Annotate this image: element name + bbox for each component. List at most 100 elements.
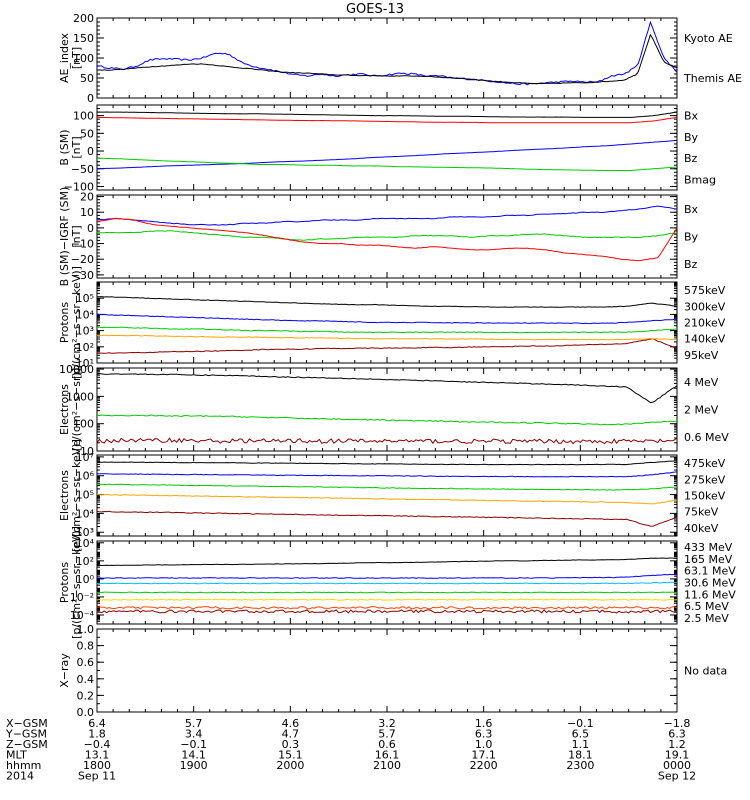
legend-entry: Bz [684, 152, 698, 165]
ephemeris-value: 2300 [566, 759, 594, 772]
ephemeris-row-label: MLT [6, 749, 27, 762]
y-axis-label: Electrons [58, 470, 71, 521]
series-line-150keV [96, 483, 678, 491]
y-tick-label: 0 [87, 222, 94, 235]
y-tick-label: 0.2 [77, 689, 95, 702]
y-tick-label: 10⁵ [76, 292, 94, 305]
y-axis-label: B (SM)−IGRF (SM) [58, 187, 71, 287]
series-line-Bmag [97, 111, 678, 118]
series-line-275keV [96, 493, 678, 505]
series-line-Bz [96, 116, 678, 124]
ephemeris-value: 1.1 [572, 738, 590, 751]
series-line-Bx [96, 205, 678, 226]
y-tick-label: 10³ [76, 325, 94, 338]
ephemeris-value: 1.6 [475, 717, 493, 730]
series-line-75keV [96, 471, 678, 478]
legend-entry: Bx [684, 110, 699, 123]
series-line-2-MeV [96, 414, 678, 426]
legend-entry: By [684, 231, 699, 244]
series-line-433-MeV [97, 609, 678, 614]
ephemeris-value: 2000 [276, 759, 304, 772]
y-axis-unit: [nT] [70, 225, 83, 247]
no-data-note: No data [684, 665, 727, 678]
y-tick-label: −20 [71, 253, 94, 266]
legend-entry: 210keV [684, 317, 726, 330]
legend-entry: Kyoto AE [684, 32, 733, 45]
y-tick-label: 0.4 [77, 673, 95, 686]
panel-protons_mev: 10⁻⁴ 10⁻² 10⁰ 10² 10⁴ Protons [p/(cm²−s−sr−keV… [58, 526, 736, 639]
legend-entry: 165 MeV [684, 553, 733, 566]
y-tick-label: 0 [87, 145, 94, 158]
series-line-By [97, 157, 678, 172]
y-tick-label: 1.0 [77, 623, 95, 636]
y-tick-label: 10² [76, 341, 94, 354]
y-axis-unit: [e/(cm²−s−sr−keV)] [70, 439, 83, 552]
ephemeris-value: 13.1 [85, 749, 110, 762]
legend-entry: 30.6 MeV [684, 577, 736, 590]
series-line-300keV [96, 334, 678, 341]
y-tick-label: 1000 [66, 390, 94, 403]
ephemeris-table: X−GSM 6.4 5.7 4.6 3.2 1.6 −0.1 −1.8 Y−GSM 1.8 3.4 4… [5, 717, 696, 783]
panel-electrons_mev: 10 100 1000 10000 Electrons [e/(cm²−s−sr)] 4 M… [58, 363, 729, 458]
ephemeris-value: 3.4 [185, 728, 203, 741]
series-line-0.6-MeV [96, 373, 678, 404]
series-line-11.6-MeV [96, 581, 678, 585]
legend-entry: Bmag [684, 173, 716, 186]
y-tick-label: −10 [71, 238, 94, 251]
y-tick-label: 10 [80, 445, 94, 458]
y-tick-label: 10⁴ [76, 507, 95, 520]
y-tick-label: 10⁶ [76, 470, 95, 483]
ephemeris-value: 1800 [83, 759, 111, 772]
ephemeris-value: −1.8 [664, 717, 691, 730]
ephemeris-value: 1900 [180, 759, 208, 772]
ephemeris-value: 6.3 [475, 728, 493, 741]
y-tick-label: 20 [80, 191, 94, 204]
y-tick-label: 0 [87, 92, 94, 105]
series-line-Bz [96, 217, 678, 262]
legend-entry: 433 MeV [684, 541, 733, 554]
ephemeris-value: 16.1 [375, 749, 400, 762]
legend-entry: Bx [684, 203, 699, 216]
y-axis-label: B (SM) [58, 129, 71, 165]
ephemeris-value: 17.1 [471, 749, 496, 762]
y-tick-label: 10⁰ [76, 573, 95, 586]
ephemeris-value: 5.7 [378, 728, 396, 741]
y-tick-label: 100 [73, 110, 94, 123]
ephemeris-value: 19.1 [665, 749, 690, 762]
y-axis-label: Electrons [58, 384, 71, 435]
ephemeris-row-label: X−GSM [6, 717, 48, 730]
ephemeris-value: 18.1 [568, 749, 593, 762]
y-tick-label: 50 [80, 72, 94, 85]
y-tick-label: 10⁻² [70, 591, 94, 604]
series-line-95keV [96, 296, 678, 308]
y-axis-unit: [nT] [70, 136, 83, 158]
y-tick-label: 10⁴ [76, 537, 95, 550]
legend-entry: 40keV [684, 522, 719, 535]
y-tick-label: 200 [73, 12, 94, 25]
legend-entry: 475keV [684, 457, 726, 470]
legend-entry: Themis AE [683, 72, 742, 85]
series-line-6.5-MeV [96, 573, 678, 579]
panel-db: −30 −20 −10 0 10 20 B (SM)−IGRF (SM) [nT] Bx By Bz [58, 187, 699, 287]
ephemeris-value: 1.0 [475, 738, 493, 751]
y-axis-label: X−ray [58, 653, 71, 688]
legend-entry: 150keV [684, 490, 726, 503]
y-axis-label: AE_index [58, 32, 71, 83]
ephemeris-value: 15.1 [278, 749, 303, 762]
y-tick-label: −100 [64, 180, 94, 193]
legend-entry: 2.5 MeV [684, 612, 729, 625]
ephemeris-value: 0000 [663, 759, 691, 772]
series-line-40keV [96, 460, 678, 466]
series-line-63.1-MeV [96, 598, 678, 601]
series-line-475keV [96, 510, 678, 527]
y-tick-label: 10⁻⁴ [70, 609, 95, 622]
y-tick-label: 0.8 [77, 640, 95, 653]
y-tick-label: −30 [71, 269, 94, 282]
ephemeris-row-label: Z−GSM [6, 738, 48, 751]
legend-entry: Bz [684, 258, 698, 271]
ephemeris-row-label: Y−GSM [5, 728, 47, 741]
series-line-210keV [97, 326, 678, 334]
ephemeris-value: 4.6 [282, 717, 300, 730]
